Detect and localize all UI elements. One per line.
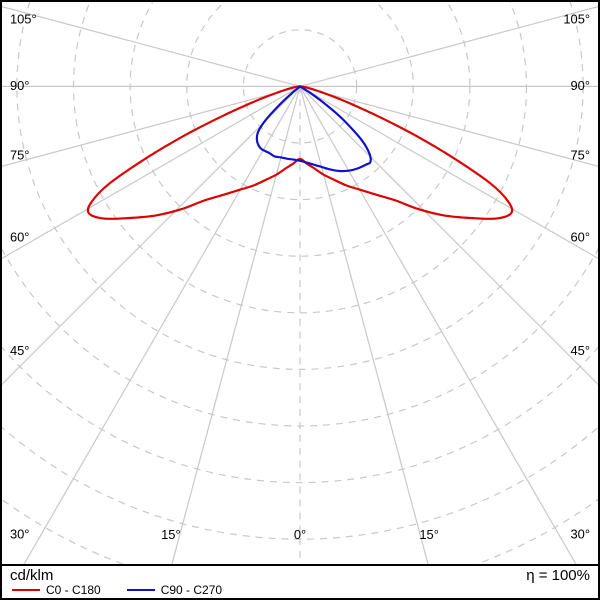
grid-radial-line <box>2 85 301 260</box>
grid-ring <box>16 2 584 370</box>
grid-radial-line <box>171 86 301 564</box>
angle-label-right: 60° <box>571 230 591 245</box>
angle-label-left: 30° <box>10 527 30 542</box>
footer: cd/klm η = 100% C0 - C180 C90 - C270 <box>2 564 598 598</box>
grid-radial-line <box>299 85 598 386</box>
angle-label-left: 45° <box>10 343 30 358</box>
angle-label-left: 105° <box>10 11 37 26</box>
angle-label-left: 60° <box>10 230 30 245</box>
efficiency-label: η = 100% <box>526 567 590 584</box>
legend: C0 - C180 C90 - C270 <box>12 583 248 597</box>
angle-label-left: 90° <box>10 78 30 93</box>
blue-curve-swatch <box>126 589 155 591</box>
grid-radial-line <box>299 85 598 167</box>
angle-label-right: 105° <box>563 11 590 26</box>
grid-radial-line <box>299 86 429 564</box>
angle-label-right: 45° <box>571 343 591 358</box>
angle-label-bottom: 0° <box>294 527 306 542</box>
grid-ring <box>2 346 598 484</box>
grid-radial-line <box>23 86 301 564</box>
polar-chart: 105° 105° 90° 90° 75° 75° 60° 60° 45° 45° 30° 30° 15… <box>2 2 598 564</box>
grid-radial-line <box>2 5 301 87</box>
curve-c0-c180 <box>86 85 514 220</box>
angle-label-left: 75° <box>10 147 30 162</box>
grid-radial-line <box>2 85 301 386</box>
grid-radial-line <box>299 5 598 87</box>
angle-label-bottom: 15° <box>161 527 181 542</box>
angle-label-bottom: 15° <box>419 527 439 542</box>
legend-item-c0-c180: C0 - C180 <box>12 583 101 597</box>
unit-label: cd/klm <box>10 567 54 584</box>
grid-radial-line <box>299 86 577 564</box>
legend-item-c90-c270: C90 - C270 <box>126 583 223 597</box>
grid-radial-line <box>2 85 301 167</box>
red-curve-swatch <box>12 589 40 591</box>
grid-radial-line <box>299 85 598 260</box>
angle-label-right: 75° <box>571 147 591 162</box>
legend-label-c0-c180: C0 - C180 <box>46 583 101 597</box>
curve-c90-c270 <box>255 85 372 173</box>
legend-label-c90-c270: C90 - C270 <box>160 583 223 597</box>
angle-label-right: 30° <box>571 527 591 542</box>
angle-label-right: 90° <box>571 78 591 93</box>
